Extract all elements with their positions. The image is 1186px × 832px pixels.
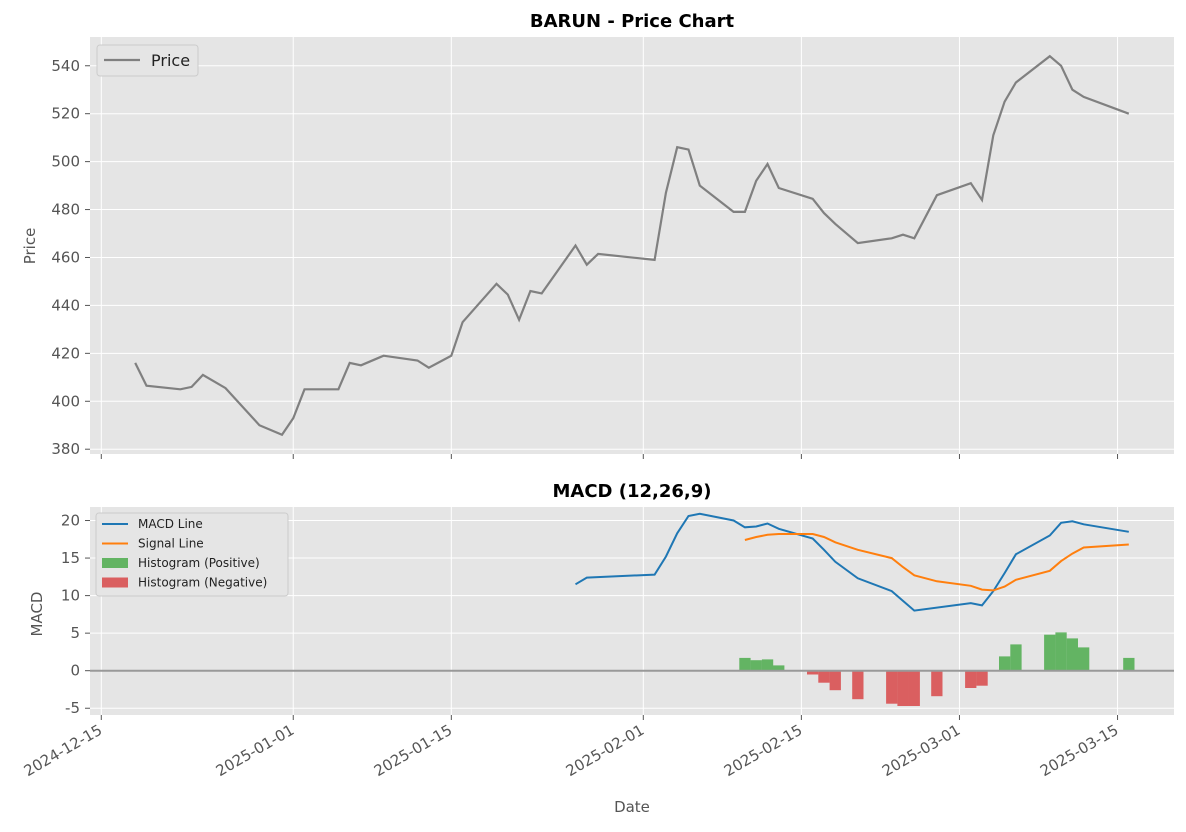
- histogram-bar-negative: [807, 670, 819, 675]
- macd-legend-swatch: [102, 558, 128, 568]
- x-tick-label: 2025-02-15: [721, 721, 806, 780]
- histogram-bar-positive: [761, 659, 774, 671]
- histogram-bar-positive: [1044, 634, 1056, 671]
- y-tick-label: 20: [61, 512, 80, 530]
- x-axis-label: Date: [614, 798, 650, 816]
- y-tick-label: 400: [51, 392, 80, 410]
- histogram-bar-positive: [1123, 657, 1135, 671]
- macd-legend-label: Histogram (Positive): [138, 556, 260, 570]
- x-tick-label: 2025-03-01: [879, 721, 964, 780]
- y-tick-label: 5: [70, 624, 80, 642]
- macd-legend-label: MACD Line: [138, 517, 203, 531]
- histogram-bar-positive: [773, 665, 785, 671]
- y-tick-label: 0: [70, 662, 80, 680]
- price-line: [134, 54, 1130, 437]
- y-tick-label: 15: [61, 549, 80, 567]
- y-tick-label: -5: [65, 699, 80, 717]
- histogram-bar-positive: [750, 660, 762, 671]
- histogram-bar-negative: [886, 670, 898, 704]
- price-y-ticks: 380 400 420 440 460 480 500 520 540: [51, 57, 90, 458]
- histogram-bar-positive: [999, 656, 1011, 671]
- x-tick-label: 2025-02-01: [563, 721, 648, 780]
- histogram-bar-negative: [931, 670, 943, 697]
- macd-legend-box: [95, 512, 289, 597]
- y-tick-label: 500: [51, 153, 80, 171]
- x-tick-label: 2024-12-15: [21, 721, 106, 780]
- y-tick-label: 10: [61, 587, 80, 605]
- signal-line: [744, 533, 1129, 592]
- price-x-ticks: [100, 454, 1119, 459]
- macd-panel: -5 0 5 10 15 20 2024-12-15 2025-01-01 2025-01-1…: [21, 481, 1174, 816]
- price-panel: 380 400 420 440 460 480 500 520 540 BARUN - Pric…: [21, 11, 1174, 459]
- histogram-bar-negative: [897, 670, 909, 706]
- y-tick-label: 520: [51, 105, 80, 123]
- macd-chart-title: MACD (12,26,9): [552, 481, 711, 502]
- price-legend-box: [96, 44, 199, 77]
- macd-legend-label: Signal Line: [138, 537, 204, 551]
- macd-histogram: [739, 632, 1135, 706]
- y-tick-label: 540: [51, 57, 80, 75]
- histogram-bar-negative: [852, 670, 864, 700]
- histogram-bar-negative: [818, 670, 830, 683]
- histogram-bar-negative: [965, 670, 977, 688]
- macd-y-axis-label: MACD: [28, 592, 46, 637]
- y-tick-label: 440: [51, 296, 80, 314]
- macd-line: [574, 512, 1129, 612]
- x-tick-label: 2025-03-15: [1037, 721, 1122, 780]
- histogram-bar-positive: [1078, 647, 1090, 671]
- histogram-bar-positive: [1010, 644, 1022, 671]
- macd-legend: MACD Line Signal Line Histogram (Positive)…: [95, 512, 289, 597]
- macd-x-ticks: 2024-12-15 2025-01-01 2025-01-15 2025-02-01…: [21, 715, 1122, 780]
- histogram-bar-negative: [829, 670, 841, 691]
- price-y-axis-label: Price: [21, 228, 39, 265]
- y-tick-label: 480: [51, 201, 80, 219]
- y-tick-label: 420: [51, 344, 80, 362]
- histogram-bar-positive: [1055, 632, 1067, 671]
- histogram-bar-negative: [908, 670, 920, 706]
- price-chart-title: BARUN - Price Chart: [530, 11, 735, 32]
- x-tick-label: 2025-01-15: [371, 721, 456, 780]
- histogram-bar-positive: [1066, 638, 1078, 671]
- macd-y-ticks: -5 0 5 10 15 20: [61, 512, 90, 717]
- histogram-bar-negative: [976, 670, 988, 686]
- macd-series: [574, 512, 1129, 612]
- macd-legend-label: Histogram (Negative): [138, 576, 267, 590]
- x-tick-label: 2025-01-01: [213, 721, 298, 780]
- price-legend: Price: [96, 44, 199, 77]
- price-series: [134, 54, 1130, 437]
- y-tick-label: 380: [51, 440, 80, 458]
- histogram-bar-positive: [739, 657, 751, 671]
- price-plot-area: [90, 37, 1174, 454]
- price-legend-label: Price: [151, 51, 190, 70]
- macd-legend-swatch: [102, 577, 128, 588]
- y-tick-label: 460: [51, 248, 80, 266]
